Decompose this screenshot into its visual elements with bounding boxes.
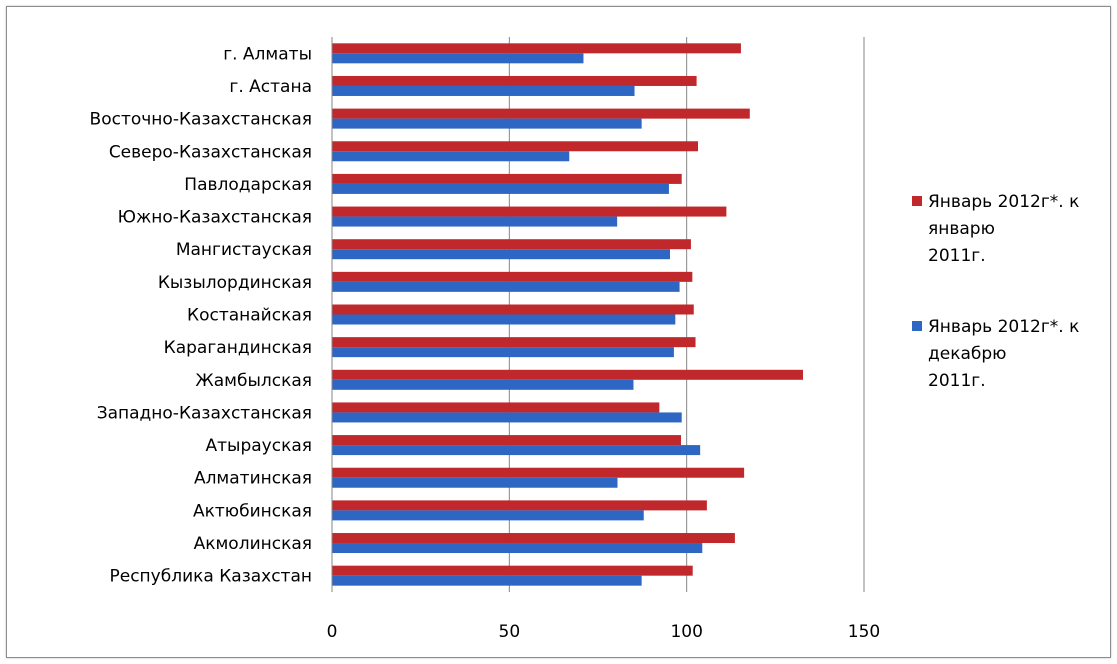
legend-label: Январь 2012г*. к (928, 317, 1079, 337)
x-tick-label: 150 (848, 622, 880, 642)
x-tick-label: 0 (327, 622, 338, 642)
category-label: Павлодарская (184, 175, 312, 195)
bar-december-11 (332, 412, 682, 423)
category-label: Кызылординская (158, 273, 312, 293)
bar-january-8 (332, 304, 694, 315)
category-label: Мангистауская (176, 240, 312, 260)
bar-chart: г. Алматы г. Астана Восточно-Казахстанская… (90, 37, 1079, 642)
bar-january-1 (332, 75, 697, 86)
bar-december-14 (332, 510, 644, 521)
bar-december-16 (332, 575, 642, 586)
bar-december-2 (332, 118, 642, 129)
bar-january-3 (332, 141, 699, 152)
bar-january-14 (332, 500, 707, 511)
bar-december-6 (332, 249, 670, 260)
bar-december-10 (332, 379, 634, 390)
bar-december-3 (332, 151, 570, 162)
bar-january-11 (332, 402, 660, 413)
legend-swatch (912, 196, 922, 206)
bar-january-10 (332, 369, 803, 380)
bar-january-12 (332, 435, 681, 446)
bar-january-2 (332, 108, 750, 119)
category-label: Алматинская (194, 469, 312, 489)
legend-label: январю (928, 219, 995, 239)
category-label: Западно-Казахстанская (97, 403, 312, 423)
category-labels: г. Алматы г. Астана Восточно-Казахстанская… (90, 44, 312, 586)
category-label: Костанайская (187, 306, 312, 326)
bar-december-15 (332, 543, 703, 554)
category-label: Восточно-Казахстанская (90, 110, 312, 130)
category-label: Актюбинская (193, 501, 312, 521)
legend-label: Январь 2012г*. к (928, 192, 1079, 212)
category-label: Карагандинская (164, 338, 312, 358)
chart-frame: г. Алматы г. Астана Восточно-Казахстанская… (6, 6, 1111, 658)
bar-january-9 (332, 337, 696, 348)
bar-january-5 (332, 206, 727, 217)
bar-december-4 (332, 183, 669, 194)
x-tick-label: 100 (670, 622, 702, 642)
bar-december-5 (332, 216, 618, 227)
bar-january-4 (332, 173, 682, 184)
category-label: Акмолинская (194, 534, 312, 554)
bars (332, 43, 803, 586)
category-label: Жамбылская (195, 371, 312, 391)
bar-december-1 (332, 85, 635, 96)
category-label: Южно-Казахстанская (118, 208, 312, 228)
category-label: г. Астана (229, 77, 312, 97)
bar-december-0 (332, 53, 584, 64)
category-label: Атырауская (206, 436, 312, 456)
legend-label: 2011г. (928, 246, 986, 266)
bar-december-9 (332, 347, 674, 358)
bar-january-7 (332, 271, 693, 282)
legend-label: декабрю (928, 344, 1006, 364)
category-label: Северо-Казахстанская (109, 142, 312, 162)
bar-december-7 (332, 281, 680, 292)
bar-december-12 (332, 445, 701, 456)
legend: Январь 2012г*. к январю 2011г. Январь 2012г… (912, 192, 1079, 391)
x-tick-label: 50 (499, 622, 521, 642)
bar-january-15 (332, 533, 735, 544)
bar-december-13 (332, 477, 618, 488)
bar-january-16 (332, 565, 693, 576)
legend-swatch (912, 321, 922, 331)
bar-january-13 (332, 467, 745, 478)
x-tick-labels: 0 50 100 150 (327, 622, 881, 642)
category-label: г. Алматы (223, 44, 312, 64)
bar-december-8 (332, 314, 676, 325)
category-label: Республика Казахстан (109, 567, 312, 587)
bar-january-6 (332, 239, 691, 250)
legend-label: 2011г. (928, 371, 986, 391)
bar-january-0 (332, 43, 741, 54)
